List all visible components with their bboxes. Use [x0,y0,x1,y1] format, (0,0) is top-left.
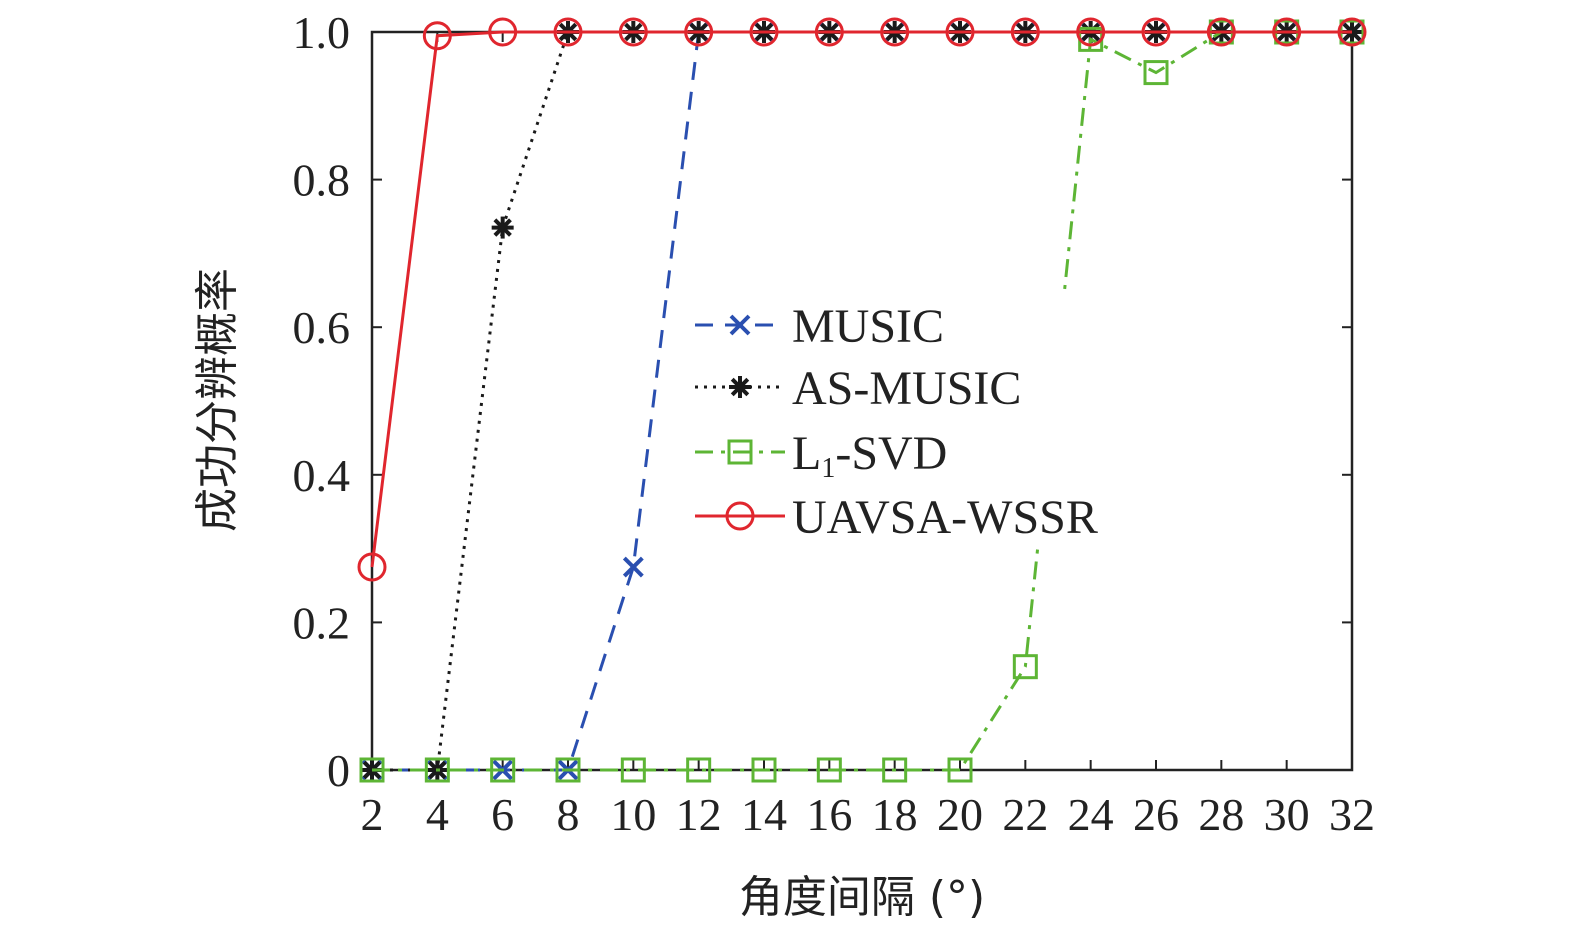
x-axis-label: 角度间隔 (°) [739,872,985,923]
x-tick-label: 10 [610,789,656,840]
x-tick-label: 2 [361,789,384,840]
y-tick-label: 0 [327,745,350,796]
data-point [1076,17,1106,47]
legend: MUSIC AS-MUSIC L1-SVD UAVSA-WSSR [688,296,1158,546]
x-tick-label: 28 [1198,789,1244,840]
x-tick-label: 16 [806,789,852,840]
series-line [372,30,1352,772]
x-tick-label: 8 [557,789,580,840]
legend-marker [729,376,751,398]
data-point [422,21,452,51]
data-point [947,757,973,783]
data-point [359,757,385,783]
x-tick-label: 12 [676,789,722,840]
data-point [814,17,844,47]
legend-label: MUSIC [792,300,944,353]
data-point [1141,17,1171,47]
x-tick-label: 14 [741,789,787,840]
data-point [357,552,387,582]
series-line [370,30,1352,568]
data-point [1272,17,1302,47]
x-tick-label: 22 [1002,789,1048,840]
data-point [1010,17,1040,47]
data-point [620,757,646,783]
data-point [882,757,908,783]
x-tick-label: 18 [872,789,918,840]
legend-box [688,296,1158,546]
data-point [816,757,842,783]
x-tick-label: 30 [1264,789,1310,840]
data-point [553,17,583,47]
data-point [488,17,518,47]
x-tick-label: 4 [426,789,449,840]
data-point [490,757,516,783]
legend-marker [725,501,755,531]
data-point [686,757,712,783]
data-point [1143,60,1169,86]
data-point [749,17,779,47]
legend-marker [727,439,753,465]
legend-label: L1-SVD [792,427,947,484]
y-tick-label: 0.8 [293,155,351,206]
axes: 2 4 6 8 10 12 14 16 18 20 22 24 26 28 30 3200.20.40.60.… [293,7,1376,840]
series-layer [357,17,1367,783]
data-point [1012,654,1038,680]
legend-marker [729,314,751,336]
x-tick-label: 32 [1329,789,1375,840]
x-tick-label: 20 [937,789,983,840]
y-tick-label: 0.4 [293,450,351,501]
legend-label: AS-MUSIC [792,362,1021,415]
data-point [622,556,644,578]
data-point [751,757,777,783]
data-point [618,17,648,47]
data-point [491,216,514,239]
data-point [1337,17,1367,47]
data-point [684,17,714,47]
x-tick-label: 24 [1068,789,1114,840]
y-tick-label: 0.6 [293,302,351,353]
series-3 [357,17,1367,582]
data-point [555,757,581,783]
data-point [424,757,450,783]
x-tick-label: 26 [1133,789,1179,840]
data-point [1206,17,1236,47]
x-tick-label: 6 [491,789,514,840]
y-axis-label: 成功分辨概率 [192,268,243,532]
data-point [945,17,975,47]
data-point [880,17,910,47]
y-tick-label: 0.2 [293,597,351,648]
y-tick-label: 1.0 [293,7,351,58]
legend-label: UAVSA-WSSR [792,491,1098,544]
